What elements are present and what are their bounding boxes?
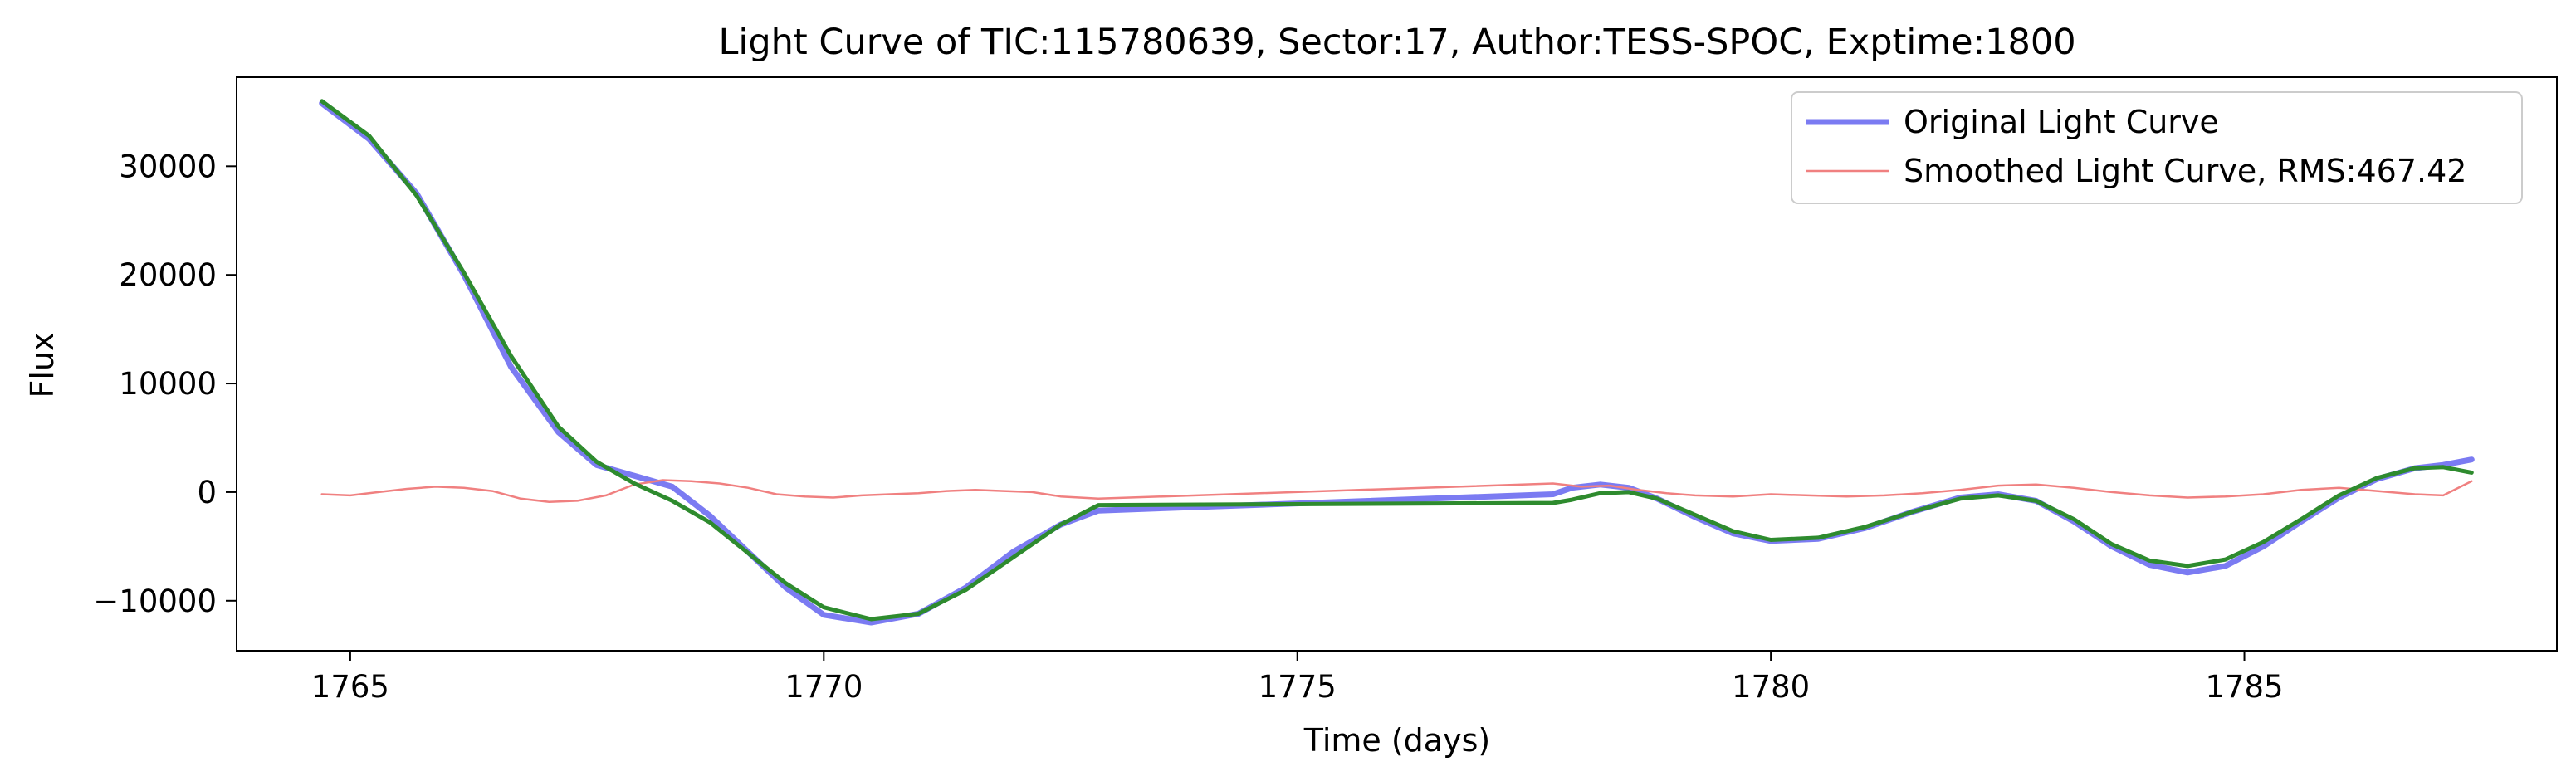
- plot-lines: [319, 99, 2475, 626]
- series-line-residual: [320, 479, 2473, 503]
- legend: Original Light Curve Smoothed Light Curv…: [1791, 91, 2523, 204]
- x-tick-label: 1765: [311, 669, 389, 705]
- y-tick-label: −10000: [93, 583, 217, 619]
- y-tick-label: 0: [197, 475, 217, 510]
- y-tick-label: 20000: [119, 257, 217, 293]
- x-tick-label: 1785: [2205, 669, 2283, 705]
- legend-box: [1791, 91, 2523, 204]
- x-axis: 1765 1770 1775 1780 1785: [311, 651, 2284, 705]
- x-tick-label: 1780: [1732, 669, 1810, 705]
- plot-area-frame: [236, 76, 2558, 652]
- chart-title: Light Curve of TIC:115780639, Sector:17,…: [718, 22, 2075, 63]
- y-axis-label: Flux: [24, 333, 61, 398]
- legend-label-residual: Smoothed Light Curve, RMS:467.42: [1904, 153, 2466, 189]
- legend-label-original: Original Light Curve: [1904, 104, 2219, 140]
- y-tick-label: 30000: [119, 149, 217, 184]
- y-tick-label: 10000: [119, 366, 217, 402]
- x-tick-label: 1775: [1259, 669, 1337, 705]
- series-line-model: [320, 99, 2474, 622]
- x-axis-label: Time (days): [1303, 722, 1490, 759]
- x-tick-label: 1770: [785, 669, 863, 705]
- y-axis: −10000 0 10000 20000 30000: [93, 149, 237, 619]
